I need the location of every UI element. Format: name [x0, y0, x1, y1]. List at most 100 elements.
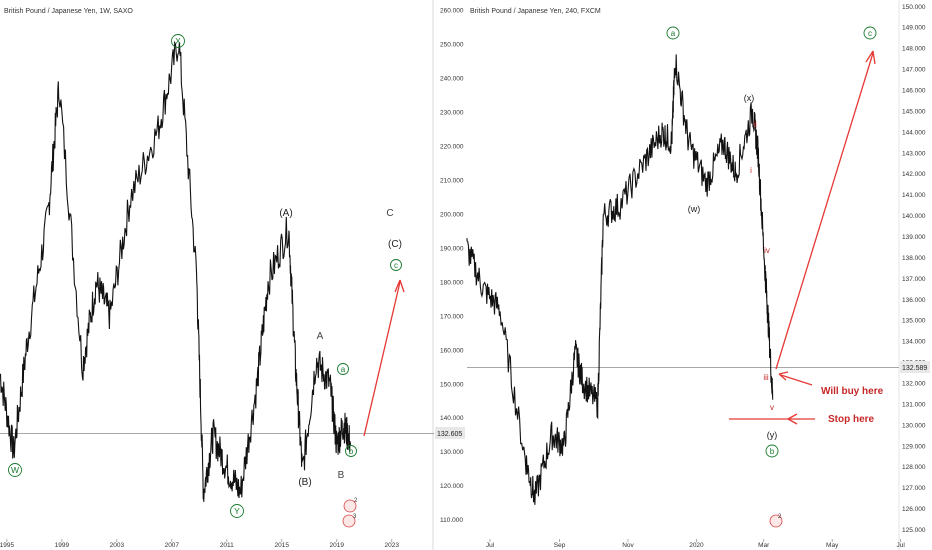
- left-wave-b: b: [349, 447, 354, 456]
- right-chart-title: British Pound / Japanese Yen, 240, FXCM: [470, 8, 601, 15]
- right-y-tick-label: 147.000: [902, 67, 926, 74]
- right-wave-b-circle: [765, 444, 779, 458]
- left-y-tick-label: 140.000: [440, 415, 464, 422]
- right-y-tick-label: 141.000: [902, 192, 926, 199]
- left-wave-B-paren: (B): [298, 477, 311, 488]
- right-x-axis: Jul Sep Nov 2020 Mar May Jul: [486, 539, 905, 549]
- right-y-tick-label: 140.000: [902, 213, 926, 220]
- left-chart-title: British Pound / Japanese Yen, 1W, SAXO: [4, 8, 133, 15]
- left-y-tick-label: 210.000: [440, 178, 464, 185]
- left-y-tick-label: 200.000: [440, 211, 464, 218]
- right-x-tick-label: Jul: [896, 542, 905, 549]
- right-wave-a-circle: [666, 26, 680, 40]
- left-wave-y: Y: [234, 506, 240, 516]
- left-x-tick-label: 2003: [110, 542, 125, 549]
- left-event-badges: 2 3: [342, 498, 358, 528]
- right-wave-iv: iv: [764, 246, 770, 255]
- right-price-tag: 132.589: [902, 365, 927, 372]
- buy-arrowhead: [778, 371, 789, 381]
- left-wave-y-circle: [230, 504, 244, 518]
- left-price-series: [0, 40, 352, 502]
- left-event-badge-2-count: 3: [353, 514, 357, 520]
- right-wave-a: a: [671, 29, 676, 38]
- left-y-tick-label: 110.000: [440, 517, 463, 524]
- left-x-tick-label: 2007: [165, 542, 180, 549]
- left-projection-arrowhead: [394, 279, 405, 293]
- left-wave-C: C: [386, 208, 393, 219]
- right-x-tick-label: Mar: [758, 542, 770, 549]
- left-y-tick-label: 250.000: [440, 42, 464, 49]
- right-y-tick-label: 146.000: [902, 88, 926, 95]
- right-projection-arrowhead: [865, 50, 876, 65]
- left-price-tag: 132.605: [437, 431, 462, 438]
- left-wave-c-circle: [390, 259, 402, 271]
- left-price-tag-bg: [435, 427, 465, 439]
- right-y-tick-label: 144.000: [902, 129, 926, 136]
- right-y-tick-label: 148.000: [902, 46, 926, 53]
- right-wave-x: (x): [744, 93, 755, 103]
- left-y-tick-label: 260.000: [440, 8, 464, 15]
- right-wave-b: b: [770, 447, 775, 456]
- right-price-series: [466, 54, 774, 505]
- left-y-tick-label: 230.000: [440, 110, 464, 117]
- right-x-tick-label: Jul: [486, 542, 495, 549]
- right-y-tick-label: 126.000: [902, 506, 926, 513]
- right-y-tick-label: 134.000: [902, 339, 926, 346]
- left-wave-A: A: [317, 331, 324, 342]
- left-x-tick-label: 2023: [385, 542, 400, 549]
- left-y-tick-label: 220.000: [440, 144, 464, 151]
- left-wave-x-circle: [171, 34, 185, 48]
- right-panel: British Pound / Japanese Yen, 240, FXCM …: [466, 4, 930, 549]
- left-x-axis: 1995 1999 2003 2007 2011 2015 2019 2023: [0, 539, 399, 549]
- right-x-tick-label: May: [826, 542, 839, 549]
- left-x-tick-label: 1995: [0, 542, 14, 549]
- left-event-badge-2: [342, 514, 356, 528]
- left-x-tick-label: 1999: [55, 542, 70, 549]
- left-wave-c: c: [394, 261, 398, 270]
- left-x-tick-label: 2019: [330, 542, 345, 549]
- right-y-axis: 125.000 126.000 127.000 128.000 129.000 130.0…: [902, 4, 926, 534]
- right-wave-v: v: [770, 403, 774, 412]
- right-y-tick-label: 136.000: [902, 297, 926, 304]
- left-x-tick-label: 2015: [275, 542, 290, 549]
- left-wave-a: a: [341, 365, 346, 374]
- left-wave-w-circle: [8, 463, 22, 477]
- right-y-tick-label: 127.000: [902, 485, 926, 492]
- right-x-tick-label: 2020: [689, 542, 704, 549]
- right-y-tick-label: 139.000: [902, 234, 926, 241]
- buy-annotation: Will buy here: [821, 386, 884, 397]
- buy-arrow: [780, 374, 813, 386]
- right-wave-c-circle: [863, 26, 877, 40]
- right-x-tick-label: Nov: [622, 542, 634, 549]
- left-price-line: [0, 40, 352, 502]
- left-wave-C-paren: (C): [388, 239, 402, 250]
- right-y-tick-label: 131.000: [902, 401, 926, 408]
- right-wave-i: i: [750, 166, 752, 175]
- left-wave-B: B: [338, 470, 345, 481]
- right-y-tick-label: 150.000: [902, 4, 926, 11]
- right-event-badge: [769, 514, 783, 528]
- left-y-tick-label: 190.000: [440, 245, 464, 252]
- left-y-tick-label: 120.000: [440, 483, 464, 490]
- right-wave-y: (y): [767, 430, 778, 440]
- right-y-tick-label: 129.000: [902, 443, 926, 450]
- right-wave-c: c: [868, 29, 872, 38]
- right-y-tick-label: 145.000: [902, 108, 926, 115]
- left-wave-a-circle: [337, 363, 349, 375]
- right-y-tick-label: 130.000: [902, 422, 926, 429]
- right-y-tick-label: 149.000: [902, 25, 926, 32]
- right-wave-iii: iii: [763, 373, 769, 382]
- right-y-tick-label: 142.000: [902, 171, 926, 178]
- right-y-tick-label: 138.000: [902, 255, 926, 262]
- right-wave-ii: ii: [753, 120, 757, 129]
- right-price-tag-bg: [900, 361, 930, 373]
- right-event-badge-count: 2: [778, 514, 782, 520]
- left-event-badge-1: [343, 499, 357, 513]
- right-projection-arrow: [775, 52, 874, 370]
- left-wave-x: X: [175, 36, 181, 46]
- right-x-tick-label: Sep: [554, 542, 566, 549]
- right-y-tick-label: 128.000: [902, 464, 926, 471]
- left-y-tick-label: 240.000: [440, 76, 464, 83]
- left-y-axis: 110.000 120.000 130.000 140.000 150.000 160.0…: [440, 8, 464, 524]
